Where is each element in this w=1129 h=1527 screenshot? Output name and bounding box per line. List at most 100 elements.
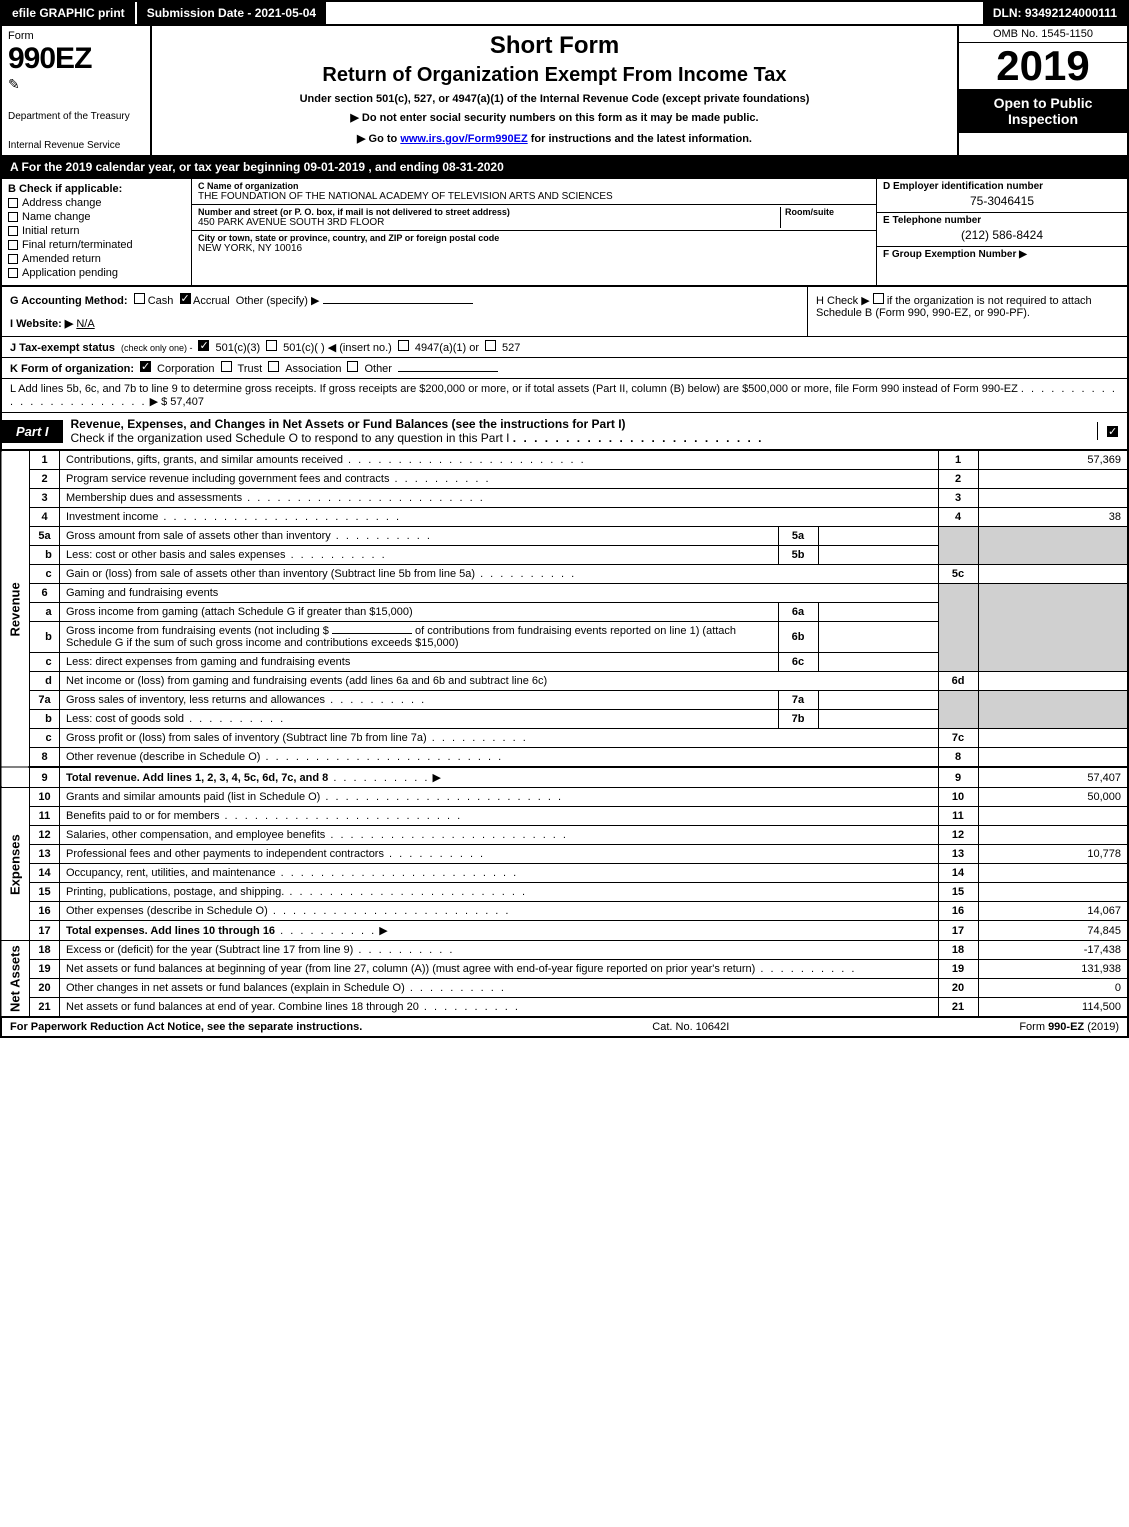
department-label: Department of the Treasury (8, 111, 144, 122)
desc-6d: Net income or (loss) from gaming and fun… (60, 672, 939, 691)
shade-5v (978, 527, 1128, 565)
no-ssn-warning: ▶ Do not enter social security numbers o… (350, 111, 758, 124)
checkbox-schedule-b[interactable] (873, 293, 884, 304)
inval-5b (818, 546, 938, 565)
arrow-icon: ▶ (379, 924, 387, 937)
ln-5c: c (30, 565, 60, 584)
dln-label: DLN: 93492124000111 (983, 2, 1127, 24)
label-trust: Trust (238, 363, 263, 375)
table-row: 20 Other changes in net assets or fund b… (1, 979, 1128, 998)
form-header: Form 990EZ ✎ Department of the Treasury … (0, 26, 1129, 157)
footer-catalog: Cat. No. 10642I (362, 1021, 1019, 1033)
outln-7c: 7c (938, 729, 978, 748)
part-1-check-text: Check if the organization used Schedule … (71, 431, 510, 445)
efile-print-button[interactable]: efile GRAPHIC print (2, 2, 137, 24)
part-1-title-text: Revenue, Expenses, and Changes in Net As… (71, 417, 626, 431)
phone-label: E Telephone number (883, 215, 1121, 226)
checkbox-4947a1[interactable] (398, 340, 409, 351)
label-527: 527 (502, 342, 520, 354)
table-row: 13 Professional fees and other payments … (1, 845, 1128, 864)
contrib-amount-input[interactable] (332, 633, 412, 634)
line-g: G Accounting Method: Cash Accrual Other … (2, 287, 807, 336)
part-1-title: Revenue, Expenses, and Changes in Net As… (63, 413, 1097, 449)
checkbox-cash[interactable] (134, 293, 145, 304)
part-1-label: Part I (2, 420, 63, 443)
label-other-specify: Other (specify) ▶ (236, 295, 320, 307)
table-row: Expenses 10 Grants and similar amounts p… (1, 788, 1128, 807)
desc-4: Investment income (60, 508, 939, 527)
ln-13: 13 (30, 845, 60, 864)
table-row: c Gain or (loss) from sale of assets oth… (1, 565, 1128, 584)
ln-6d: d (30, 672, 60, 691)
checkbox-application-pending[interactable] (8, 268, 18, 278)
revenue-side-label: Revenue (1, 451, 30, 768)
checkbox-other-org[interactable] (347, 361, 358, 372)
checkbox-527[interactable] (485, 340, 496, 351)
open-public-badge: Open to Public Inspection (959, 89, 1127, 133)
column-b: B Check if applicable: Address change Na… (2, 179, 192, 285)
ln-1: 1 (30, 451, 60, 470)
column-de: D Employer identification number 75-3046… (877, 179, 1127, 285)
shade-7v (978, 691, 1128, 729)
ln-14: 14 (30, 864, 60, 883)
checkbox-501c3[interactable] (198, 340, 209, 351)
other-org-input[interactable] (398, 371, 498, 372)
checkbox-trust[interactable] (221, 361, 232, 372)
label-application-pending: Application pending (22, 267, 118, 279)
outval-6d (978, 672, 1128, 691)
desc-6b: Gross income from fundraising events (no… (60, 622, 779, 653)
table-row: 4 Investment income 4 38 (1, 508, 1128, 527)
table-row: 7a Gross sales of inventory, less return… (1, 691, 1128, 710)
form-word: Form (8, 30, 144, 42)
inval-5a (818, 527, 938, 546)
street-label: Number and street (or P. O. box, if mail… (198, 207, 780, 217)
checkbox-501c[interactable] (266, 340, 277, 351)
other-specify-input[interactable] (323, 303, 473, 304)
table-row: 19 Net assets or fund balances at beginn… (1, 960, 1128, 979)
outval-14 (978, 864, 1128, 883)
desc-3: Membership dues and assessments (60, 489, 939, 508)
inln-5b: 5b (778, 546, 818, 565)
outln-12: 12 (938, 826, 978, 845)
outval-16: 14,067 (978, 902, 1128, 921)
table-row: Net Assets 18 Excess or (deficit) for th… (1, 941, 1128, 960)
ln-9: 9 (30, 767, 60, 788)
outln-18: 18 (938, 941, 978, 960)
ln-8: 8 (30, 748, 60, 768)
outln-6d: 6d (938, 672, 978, 691)
phone-value: (212) 586-8424 (883, 226, 1121, 244)
omb-number: OMB No. 1545-1150 (959, 26, 1127, 43)
ln-3: 3 (30, 489, 60, 508)
tax-year: 2019 (959, 43, 1127, 89)
ln-6: 6 (30, 584, 60, 603)
line-l-arrow: ▶ $ (150, 396, 168, 408)
outln-20: 20 (938, 979, 978, 998)
table-row: d Net income or (loss) from gaming and f… (1, 672, 1128, 691)
inln-6c: 6c (778, 653, 818, 672)
outval-5c (978, 565, 1128, 584)
desc-10: Grants and similar amounts paid (list in… (60, 788, 939, 807)
irs-link[interactable]: www.irs.gov/Form990EZ (400, 133, 527, 145)
checkbox-association[interactable] (268, 361, 279, 372)
checkbox-final-return[interactable] (8, 240, 18, 250)
city-label: City or town, state or province, country… (198, 233, 870, 243)
outval-2 (978, 470, 1128, 489)
outval-1: 57,369 (978, 451, 1128, 470)
desc-9: Total revenue. Add lines 1, 2, 3, 4, 5c,… (60, 767, 939, 788)
checkbox-initial-return[interactable] (8, 226, 18, 236)
checkbox-schedule-o[interactable] (1107, 426, 1118, 437)
outln-5c: 5c (938, 565, 978, 584)
checkbox-address-change[interactable] (8, 198, 18, 208)
checkbox-corporation[interactable] (140, 361, 151, 372)
org-name: THE FOUNDATION OF THE NATIONAL ACADEMY O… (198, 191, 870, 202)
checkbox-accrual[interactable] (180, 293, 191, 304)
checkbox-amended-return[interactable] (8, 254, 18, 264)
label-other-org: Other (364, 363, 392, 375)
goto-post: for instructions and the latest informat… (528, 133, 752, 145)
outval-4: 38 (978, 508, 1128, 527)
irs-label: Internal Revenue Service (8, 140, 144, 151)
checkbox-name-change[interactable] (8, 212, 18, 222)
desc-13: Professional fees and other payments to … (60, 845, 939, 864)
outval-19: 131,938 (978, 960, 1128, 979)
ln-4: 4 (30, 508, 60, 527)
